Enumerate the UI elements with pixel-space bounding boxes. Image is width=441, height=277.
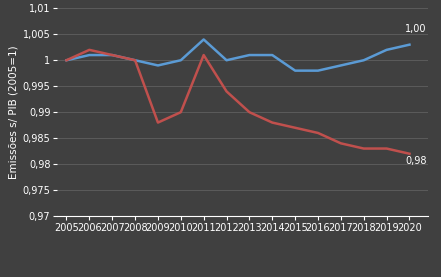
Cenário c/eficiência energética a parir de 2011 <box>292 126 298 129</box>
Y-axis label: Emissões s/ PIB (2005=1): Emissões s/ PIB (2005=1) <box>8 45 19 179</box>
Cenário s/eficiência <box>201 38 206 41</box>
Cenário c/eficiência energética a parir de 2011 <box>87 48 92 52</box>
Cenário s/eficiência <box>178 59 183 62</box>
Line: Cenário c/eficiência energética a parir de 2011: Cenário c/eficiência energética a parir … <box>67 50 410 154</box>
Cenário s/eficiência <box>224 59 229 62</box>
Cenário c/eficiência energética a parir de 2011 <box>155 121 161 124</box>
Cenário c/eficiência energética a parir de 2011 <box>178 111 183 114</box>
Cenário s/eficiência <box>247 53 252 57</box>
Cenário s/eficiência <box>87 53 92 57</box>
Line: Cenário s/eficiência: Cenário s/eficiência <box>67 40 410 71</box>
Cenário c/eficiência energética a parir de 2011 <box>247 111 252 114</box>
Cenário c/eficiência energética a parir de 2011 <box>132 59 138 62</box>
Cenário s/eficiência <box>315 69 321 72</box>
Cenário s/eficiência <box>132 59 138 62</box>
Cenário c/eficiência energética a parir de 2011 <box>109 53 115 57</box>
Cenário s/eficiência <box>338 64 344 67</box>
Cenário s/eficiência <box>292 69 298 72</box>
Text: 0,98: 0,98 <box>405 156 426 166</box>
Cenário c/eficiência energética a parir de 2011 <box>338 142 344 145</box>
Cenário c/eficiência energética a parir de 2011 <box>201 53 206 57</box>
Cenário s/eficiência <box>407 43 412 46</box>
Cenário s/eficiência <box>361 59 366 62</box>
Cenário c/eficiência energética a parir de 2011 <box>224 90 229 93</box>
Cenário s/eficiência <box>64 59 69 62</box>
Cenário s/eficiência <box>155 64 161 67</box>
Cenário c/eficiência energética a parir de 2011 <box>384 147 389 150</box>
Cenário c/eficiência energética a parir de 2011 <box>269 121 275 124</box>
Cenário c/eficiência energética a parir de 2011 <box>361 147 366 150</box>
Cenário s/eficiência <box>384 48 389 52</box>
Cenário s/eficiência <box>109 53 115 57</box>
Cenário c/eficiência energética a parir de 2011 <box>315 131 321 135</box>
Cenário s/eficiência <box>269 53 275 57</box>
Cenário c/eficiência energética a parir de 2011 <box>64 59 69 62</box>
Cenário c/eficiência energética a parir de 2011 <box>407 152 412 155</box>
Text: 1,00: 1,00 <box>405 24 426 34</box>
